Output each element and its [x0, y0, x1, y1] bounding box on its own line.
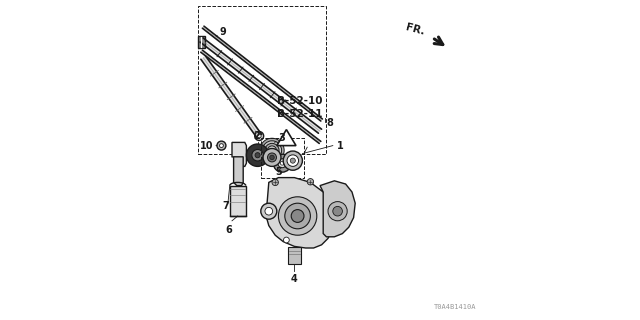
Text: 6: 6 [225, 225, 232, 235]
Circle shape [333, 206, 342, 216]
Circle shape [284, 237, 289, 243]
Circle shape [270, 155, 275, 160]
FancyBboxPatch shape [198, 36, 205, 48]
Text: 7: 7 [222, 201, 229, 212]
Polygon shape [320, 181, 355, 237]
Circle shape [252, 149, 264, 161]
Circle shape [260, 138, 284, 163]
Text: 10: 10 [200, 140, 217, 151]
Text: 4: 4 [291, 274, 298, 284]
Circle shape [268, 146, 276, 155]
Polygon shape [232, 142, 246, 166]
Circle shape [328, 202, 348, 221]
Text: T0A4B1410A: T0A4B1410A [435, 304, 477, 310]
Bar [261, 138, 304, 178]
Circle shape [261, 203, 277, 219]
Text: 5: 5 [275, 167, 282, 177]
Polygon shape [288, 247, 301, 264]
Text: FR.: FR. [404, 23, 426, 37]
Text: 9: 9 [216, 27, 227, 37]
Polygon shape [266, 178, 334, 248]
Circle shape [220, 144, 223, 148]
Circle shape [262, 141, 282, 160]
Circle shape [273, 154, 291, 172]
Circle shape [272, 179, 278, 186]
Circle shape [246, 144, 269, 166]
Polygon shape [234, 157, 243, 186]
Text: 3: 3 [275, 132, 285, 143]
Polygon shape [277, 130, 296, 146]
Circle shape [278, 159, 287, 168]
Bar [198, 6, 326, 154]
Polygon shape [202, 26, 323, 121]
Circle shape [268, 153, 276, 162]
Circle shape [263, 148, 281, 166]
Circle shape [278, 197, 317, 235]
Text: 1: 1 [337, 140, 344, 151]
Circle shape [265, 143, 279, 157]
Text: 2: 2 [253, 132, 260, 141]
Circle shape [280, 161, 284, 165]
Circle shape [255, 132, 264, 140]
Circle shape [307, 179, 314, 185]
Text: 8: 8 [326, 117, 333, 128]
Bar [230, 186, 246, 216]
Circle shape [265, 207, 273, 215]
Text: B-52-10: B-52-10 [277, 96, 323, 106]
Circle shape [255, 153, 260, 158]
Circle shape [287, 155, 298, 166]
Circle shape [290, 158, 295, 163]
Polygon shape [201, 56, 262, 138]
Circle shape [283, 151, 302, 170]
Polygon shape [200, 38, 321, 133]
Circle shape [291, 210, 304, 222]
Text: B-52-11: B-52-11 [277, 108, 323, 119]
Circle shape [285, 203, 310, 229]
Circle shape [217, 141, 226, 150]
Circle shape [257, 134, 261, 138]
Polygon shape [201, 50, 321, 143]
